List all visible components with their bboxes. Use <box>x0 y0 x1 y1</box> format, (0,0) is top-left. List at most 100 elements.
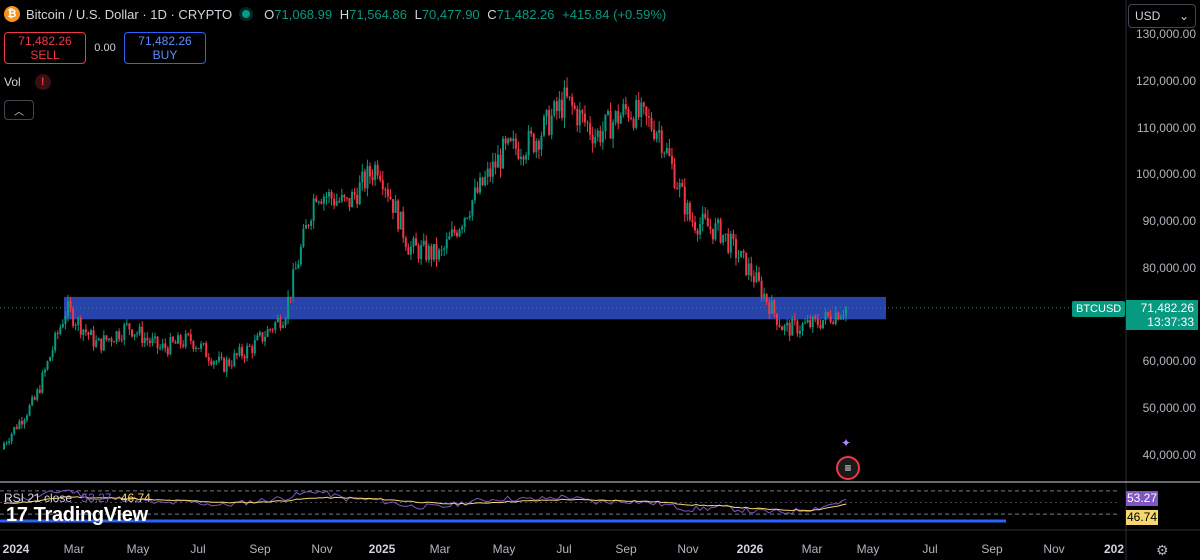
candle-body <box>763 293 766 298</box>
candle-body <box>663 152 666 154</box>
candle-body <box>143 337 146 344</box>
candle-body <box>438 249 441 260</box>
candle-body <box>292 269 295 298</box>
rsi-value-tag: 53.27 <box>1126 491 1158 506</box>
candle-body <box>734 239 737 258</box>
candle-body <box>368 166 371 177</box>
candle-body <box>806 320 809 323</box>
volume-legend[interactable]: Vol ! <box>4 74 51 90</box>
price-axis-label: 120,000.00 <box>1135 73 1196 88</box>
candle-body <box>330 192 333 199</box>
candle-body <box>3 443 5 450</box>
candle-body <box>46 361 49 370</box>
candle-body <box>791 318 794 336</box>
candle-body <box>622 104 625 116</box>
candle-body <box>668 148 671 156</box>
candle-body <box>752 276 755 283</box>
candle-body <box>706 217 709 227</box>
sell-button[interactable]: 71,482.26 SELL <box>4 32 86 64</box>
candle-body <box>839 316 842 320</box>
candle-body <box>589 123 592 135</box>
candle-body <box>834 312 837 324</box>
candle-body <box>353 192 356 195</box>
price-axis-label: 80,000.00 <box>1142 260 1196 275</box>
candle-body <box>722 234 725 243</box>
candle-body <box>486 168 489 177</box>
ohlc-readout: O71,068.99 H71,564.86 L70,477.90 C71,482… <box>264 6 667 22</box>
candle-body <box>228 359 231 366</box>
flag-event-icon[interactable]: ≡ <box>836 456 860 480</box>
candle-body <box>125 323 128 325</box>
candle-body <box>509 138 512 141</box>
candle-body <box>471 200 474 216</box>
candle-body <box>107 338 110 340</box>
candle-body <box>328 192 331 197</box>
candle-body <box>729 233 732 253</box>
candle-body <box>522 156 525 160</box>
candle-body <box>599 130 602 143</box>
candle-body <box>491 161 494 177</box>
candle-body <box>732 233 735 240</box>
candle-body <box>842 315 845 317</box>
candle-body <box>560 99 563 118</box>
candle-body <box>148 340 151 344</box>
candle-body <box>512 138 515 141</box>
candle-body <box>783 325 786 331</box>
candle-body <box>484 176 487 186</box>
collapse-legend-button[interactable]: ︿ <box>4 100 34 120</box>
candle-body <box>8 441 11 443</box>
candle-body <box>655 132 658 139</box>
support-zone-rect <box>64 296 886 320</box>
candle-body <box>164 343 167 349</box>
candle-body <box>266 329 269 337</box>
warning-icon[interactable]: ! <box>34 74 51 90</box>
candle-body <box>192 341 195 349</box>
spread-value: 0.00 <box>94 42 116 54</box>
candle-body <box>798 330 801 334</box>
candle-body <box>23 419 26 425</box>
candle-body <box>49 357 52 362</box>
candle-body <box>13 427 16 434</box>
candle-body <box>43 369 46 373</box>
rsi-legend[interactable]: RSI 21 close 53.27 46.74 <box>4 491 151 505</box>
candle-body <box>612 122 615 139</box>
gear-icon[interactable]: ⚙ <box>1156 542 1169 558</box>
candle-body <box>686 203 689 215</box>
candle-body <box>765 293 768 303</box>
candle-body <box>653 129 656 139</box>
candle-body <box>430 246 433 260</box>
price-axis-label: 110,000.00 <box>1136 120 1196 135</box>
sparkle-icon[interactable]: ✦ <box>840 436 852 450</box>
candle-body <box>90 330 93 335</box>
candle-body <box>307 225 310 227</box>
candle-body <box>187 333 190 335</box>
candle-body <box>535 140 538 153</box>
candle-body <box>827 312 830 316</box>
time-axis-label: May <box>492 542 516 556</box>
candle-body <box>691 219 694 223</box>
price-axis-label: 130,000.00 <box>1135 27 1196 41</box>
candle-body <box>670 155 673 164</box>
candle-body <box>379 175 382 181</box>
tradingview-logo[interactable]: 17 TradingView <box>6 504 148 526</box>
bitcoin-icon: ₿ <box>4 6 20 22</box>
candle-body <box>235 353 238 356</box>
candle-body <box>435 243 438 260</box>
currency-select[interactable]: USD ⌄ <box>1128 4 1196 28</box>
candle-body <box>527 130 530 156</box>
candle-body <box>238 347 241 356</box>
price-axis-label: 100,000.00 <box>1135 167 1196 182</box>
symbol-header: ₿ Bitcoin / U.S. Dollar · 1D · CRYPTO O7… <box>0 0 666 28</box>
candle-body <box>422 240 425 245</box>
candle-body <box>717 219 720 224</box>
candle-body <box>197 348 200 350</box>
candle-body <box>169 336 172 355</box>
candle-body <box>814 316 817 319</box>
candle-body <box>351 192 354 208</box>
candle-body <box>665 148 668 153</box>
candle-body <box>97 338 100 341</box>
buy-button[interactable]: 71,482.26 BUY <box>124 32 206 64</box>
candle-body <box>837 312 840 320</box>
symbol-title[interactable]: Bitcoin / U.S. Dollar · 1D · CRYPTO <box>26 6 233 22</box>
